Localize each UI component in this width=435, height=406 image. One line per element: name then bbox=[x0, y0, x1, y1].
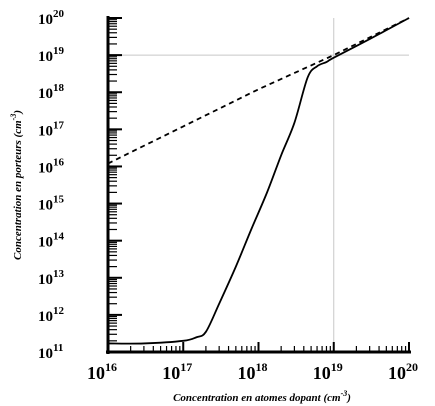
x-axis-title-sup: -3 bbox=[341, 389, 348, 398]
y-tick-label: 1018 bbox=[38, 82, 65, 102]
solid-series-line bbox=[107, 17, 410, 345]
y-tick-exponent: 13 bbox=[53, 268, 65, 280]
y-tick-base: 10 bbox=[38, 49, 53, 65]
x-tick-label: 1017 bbox=[162, 360, 192, 383]
y-tick-exponent: 17 bbox=[53, 119, 65, 131]
x-tick-label: 1019 bbox=[313, 360, 343, 383]
x-axis-title-text: Concentration en atomes dopant (cm bbox=[173, 392, 341, 404]
x-tick-label: 1016 bbox=[87, 360, 117, 383]
x-tick-base: 10 bbox=[313, 363, 331, 383]
y-tick-exponent: 18 bbox=[53, 82, 65, 94]
y-tick-exponent: 16 bbox=[53, 156, 65, 168]
y-tick-label: 1016 bbox=[38, 156, 65, 176]
x-tick-exponent: 16 bbox=[105, 360, 117, 374]
x-tick-exponent: 20 bbox=[406, 360, 418, 374]
y-tick-label: 1011 bbox=[38, 342, 63, 362]
y-tick-label: 1020 bbox=[38, 8, 65, 28]
x-axis-title: Concentration en atomes dopant (cm-3) bbox=[173, 389, 351, 404]
y-tick-base: 10 bbox=[38, 86, 53, 102]
axis-layer bbox=[106, 16, 411, 354]
y-tick-label: 1015 bbox=[38, 194, 65, 214]
y-tick-base: 10 bbox=[38, 160, 53, 176]
x-tick-base: 10 bbox=[87, 363, 105, 383]
y-tick-base: 10 bbox=[38, 12, 53, 28]
y-tick-base: 10 bbox=[38, 123, 53, 139]
dashed-series-line bbox=[107, 17, 410, 165]
y-tick-base: 10 bbox=[38, 272, 53, 288]
y-tick-exponent: 12 bbox=[53, 305, 65, 317]
x-tick-base: 10 bbox=[388, 363, 406, 383]
y-tick-exponent: 20 bbox=[53, 8, 65, 20]
series-layer bbox=[107, 17, 410, 345]
y-tick-base: 10 bbox=[38, 198, 53, 214]
y-tick-exponent: 15 bbox=[53, 194, 65, 206]
x-tick-exponent: 18 bbox=[256, 360, 268, 374]
y-tick-exponent: 14 bbox=[53, 231, 65, 243]
y-axis-title-sup: -3 bbox=[9, 114, 18, 121]
y-tick-label: 1014 bbox=[38, 231, 65, 251]
x-axis-title-close: ) bbox=[346, 392, 351, 404]
y-tick-base: 10 bbox=[38, 346, 53, 362]
y-tick-label: 1013 bbox=[38, 268, 65, 288]
y-axis-title-close: ) bbox=[12, 110, 24, 115]
label-layer: 1016 1017 1018 1019 102010111012101310141015… bbox=[38, 8, 418, 383]
y-tick-label: 1012 bbox=[38, 305, 65, 325]
x-tick-base: 10 bbox=[162, 363, 180, 383]
y-tick-exponent: 11 bbox=[53, 342, 63, 354]
y-axis-title: Concentration en porteurs (cm-3) bbox=[9, 110, 24, 260]
y-tick-label: 1019 bbox=[38, 45, 65, 65]
y-tick-base: 10 bbox=[38, 309, 53, 325]
y-tick-exponent: 19 bbox=[53, 45, 65, 57]
y-tick-label: 1017 bbox=[38, 119, 65, 139]
x-tick-label: 1018 bbox=[238, 360, 268, 383]
y-tick-base: 10 bbox=[38, 235, 53, 251]
x-tick-label: 1020 bbox=[388, 360, 418, 383]
x-tick-exponent: 19 bbox=[331, 360, 343, 374]
x-tick-exponent: 17 bbox=[180, 360, 192, 374]
x-tick-base: 10 bbox=[238, 363, 256, 383]
y-axis-title-text: Concentration en porteurs (cm bbox=[12, 120, 24, 260]
grid-layer bbox=[108, 18, 409, 352]
